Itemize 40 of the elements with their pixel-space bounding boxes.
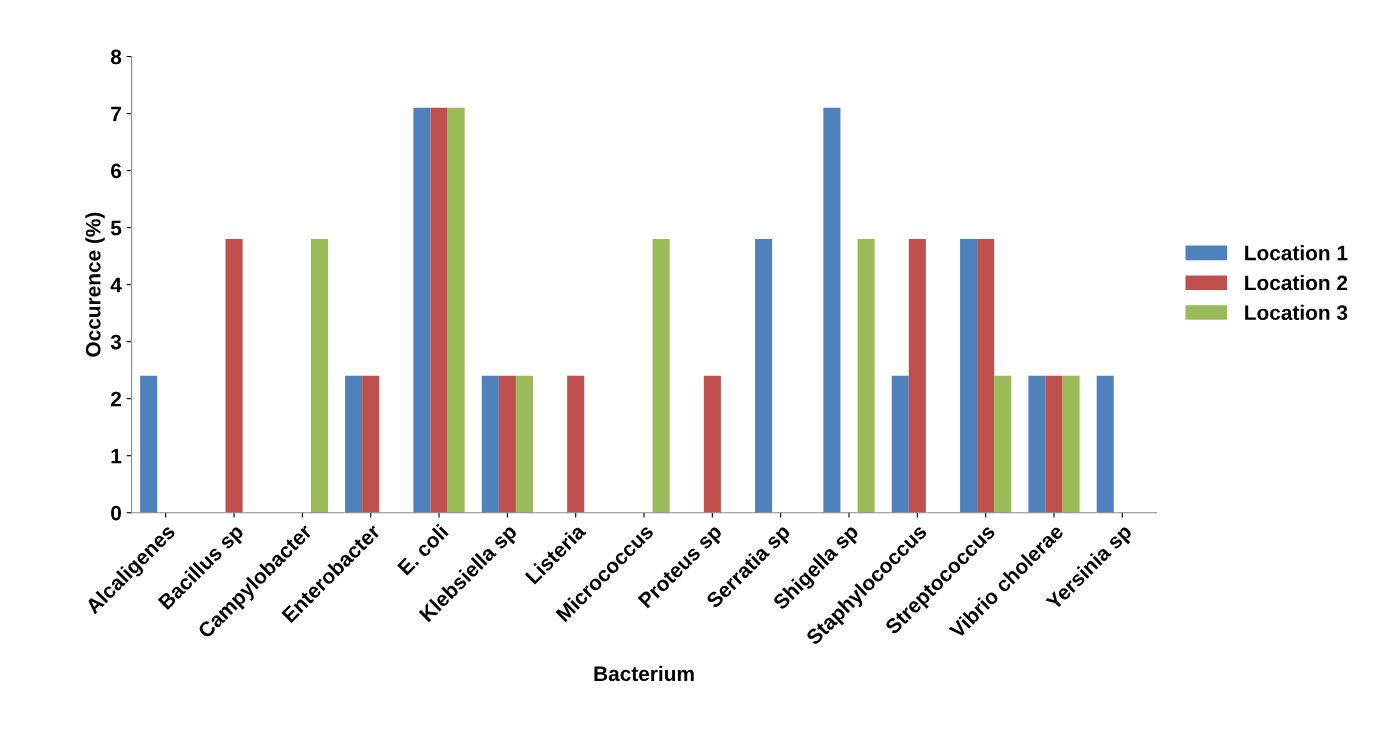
bar	[908, 239, 926, 513]
bar	[430, 107, 448, 513]
bar	[481, 375, 499, 513]
bar	[362, 375, 380, 513]
bar	[498, 375, 516, 513]
bar	[1096, 375, 1114, 513]
bar	[1045, 375, 1063, 513]
bar	[447, 107, 465, 513]
y-tick-label: 7	[111, 106, 121, 122]
y-axis-title: Occurence (%)	[85, 212, 105, 357]
y-tick-label: 3	[110, 334, 122, 350]
x-axis-title: Bacterium	[594, 665, 694, 682]
legend-label: Location 3	[1245, 304, 1348, 321]
y-tick-label: 1	[111, 448, 122, 464]
bar	[1028, 375, 1046, 513]
bar	[857, 239, 875, 513]
bar	[960, 239, 978, 513]
y-tick-label: 6	[111, 163, 122, 179]
bar	[515, 375, 533, 513]
legend-label: Location 1	[1245, 245, 1348, 261]
bar	[345, 375, 363, 513]
bar	[703, 375, 721, 513]
bar	[310, 239, 329, 513]
legend-label: Location 2	[1245, 274, 1348, 291]
y-tick-label: 8	[110, 49, 122, 65]
bar	[994, 375, 1012, 513]
bar	[1062, 375, 1080, 513]
y-tick-label: 4	[110, 277, 122, 293]
y-tick-label: 2	[110, 391, 122, 407]
bar	[755, 239, 773, 513]
bar	[652, 239, 670, 513]
bar	[413, 107, 431, 513]
bar	[567, 375, 585, 513]
bar	[891, 375, 909, 513]
y-tick-label: 0	[111, 505, 121, 521]
bar	[140, 375, 158, 513]
bar	[823, 107, 841, 513]
bar	[977, 239, 995, 513]
bar	[225, 239, 243, 513]
y-tick-label: 5	[110, 220, 122, 236]
